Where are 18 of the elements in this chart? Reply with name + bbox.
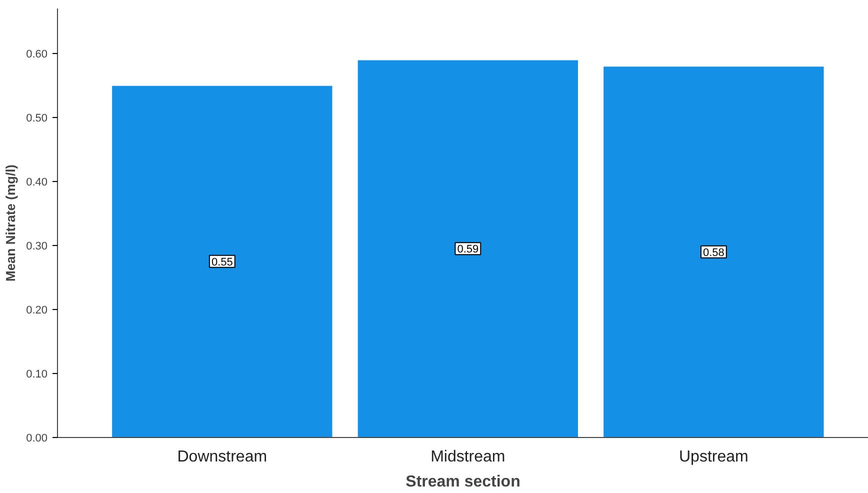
y-tick-label: 0.00 xyxy=(26,432,48,444)
x-tick-label: Midstream xyxy=(430,448,506,466)
y-tick-label: 0.50 xyxy=(26,112,48,124)
y-axis-title: Mean Nitrate (mg/l) xyxy=(3,164,18,282)
data-label: 0.58 xyxy=(702,246,724,259)
x-axis-title: Stream section xyxy=(406,474,520,490)
data-label: 0.55 xyxy=(211,256,233,268)
y-tick-label: 0.20 xyxy=(26,304,48,316)
bar xyxy=(356,59,580,438)
x-tick-label: Upstream xyxy=(678,448,748,466)
y-tick-label: 0.30 xyxy=(26,240,48,252)
y-tick-label: 0.40 xyxy=(26,176,48,188)
y-tick-label: 0.10 xyxy=(26,368,48,380)
bar xyxy=(111,84,334,438)
data-label: 0.59 xyxy=(457,244,479,256)
x-tick-label: Downstream xyxy=(177,448,268,466)
bar xyxy=(602,66,825,438)
y-tick-label: 0.60 xyxy=(26,48,48,60)
